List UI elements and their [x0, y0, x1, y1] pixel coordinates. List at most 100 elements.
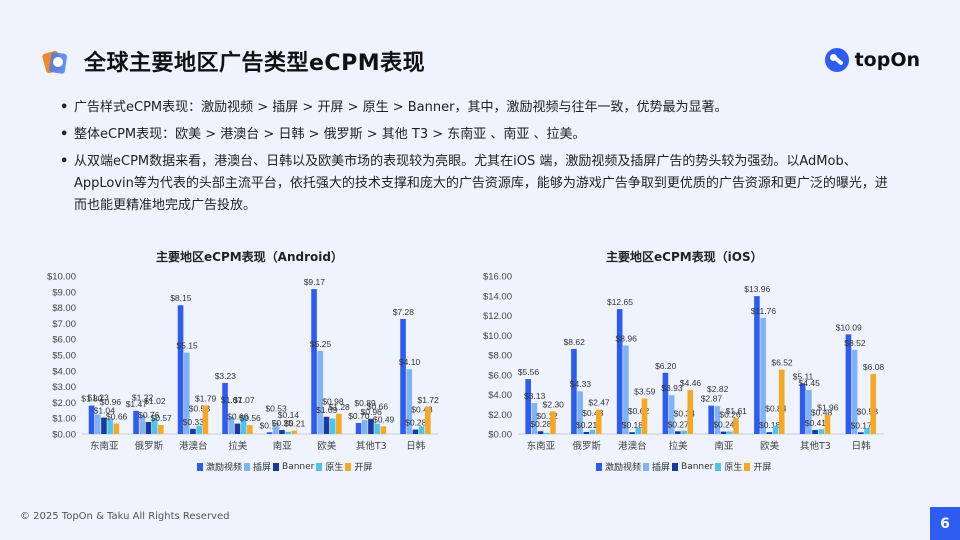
bar-value-label: $0.53 — [189, 404, 211, 414]
x-tick-label: 欧美 — [317, 440, 337, 452]
bar-value-label: $0.24 — [713, 420, 735, 430]
bar-value-label: $2.30 — [543, 399, 565, 409]
chart-plot: $0.00 $1.00 $2.00 $3.00 $4.00 $5.00 $6.00 $7.00… — [47, 272, 439, 453]
x-tick-label: 日韩 — [852, 440, 872, 452]
legend-label: 开屏 — [354, 463, 373, 473]
chart-plot: $0.00 $2.00 $4.00 $6.00 $8.00 $10.00 $12.00 $14… — [483, 272, 884, 453]
bar-value-label: $0.57 — [151, 413, 173, 423]
bar — [317, 351, 324, 434]
y-tick-label: $6.00 — [52, 335, 76, 346]
bar — [291, 430, 298, 434]
bar-value-label: $0.49 — [373, 414, 395, 424]
category-group: $12.65 $8.96 $0.18 $0.62 $3.59 — [607, 297, 656, 434]
category-group: $6.20 $3.93 $0.27$0.34 $4.46 — [655, 361, 701, 434]
x-tick-label: 其他T3 — [800, 440, 831, 452]
bar-value-label: $2.87 — [701, 394, 723, 404]
legend-swatch — [197, 462, 203, 471]
y-tick-label: $10.00 — [483, 331, 512, 342]
bar — [361, 419, 368, 434]
legend-swatch — [244, 462, 251, 471]
bar — [94, 414, 101, 434]
ios-ecpm-chart: 主要地区eCPM表现（iOS） $0.00 $2.00 $4.00 $6.00 $8.0… — [478, 242, 898, 473]
bar-value-label: $0.43 — [582, 408, 604, 418]
bar — [754, 296, 760, 434]
y-tick-label: $1.00 — [52, 414, 76, 425]
bar-value-label: $0.25 — [272, 418, 294, 428]
x-tick-label: 拉美 — [669, 440, 689, 452]
bar — [139, 414, 146, 434]
bar — [571, 348, 577, 434]
bar — [247, 425, 253, 434]
chart-title: 主要地区eCPM表现（iOS） — [606, 250, 763, 264]
bar — [279, 430, 285, 434]
bar — [158, 424, 164, 434]
bar-value-label: $1.23 — [87, 393, 109, 403]
bar-value-label: $13.96 — [744, 284, 770, 294]
legend-swatch — [643, 462, 650, 471]
bar-value-label: $0.17 — [850, 420, 872, 430]
bar — [799, 383, 806, 434]
bar — [675, 431, 681, 434]
legend-label: 原生 — [325, 463, 344, 473]
x-tick-label: 港澳台 — [618, 440, 647, 452]
bar — [543, 432, 550, 434]
bar — [101, 417, 107, 434]
bar-value-label: $0.58 — [857, 406, 879, 416]
bar — [824, 414, 831, 434]
bar — [222, 382, 228, 434]
bar-value-label: $0.89 — [354, 398, 376, 408]
bar-value-label: $5.11 — [793, 372, 814, 382]
bar-value-label: $4.46 — [680, 378, 702, 388]
y-tick-label: $5.00 — [52, 351, 76, 362]
x-tick-label: 南亚 — [273, 440, 293, 452]
bar-value-label: $0.48 — [811, 407, 833, 417]
bar — [380, 426, 387, 434]
bar-value-label: $1.28 — [329, 402, 351, 412]
chart-title: 主要地区eCPM表现（Android） — [156, 250, 343, 264]
bar — [720, 431, 727, 434]
bar — [623, 345, 629, 434]
bar-value-label: $3.59 — [634, 387, 656, 397]
x-tick-label: 欧美 — [760, 440, 780, 452]
bar — [425, 406, 431, 434]
category-group: $9.17 $5.25 $1.09$0.98$1.28 — [304, 277, 350, 434]
bar — [629, 432, 635, 434]
bar-value-label: $0.66 — [227, 412, 249, 422]
bar — [234, 423, 241, 434]
android-ecpm-chart: 主要地区eCPM表现（Android） $0.00 $1.00 $2.00 $3.00… — [40, 242, 440, 473]
bar — [733, 418, 739, 434]
bar — [374, 423, 380, 434]
bar-value-label: $6.52 — [771, 358, 793, 368]
y-tick-label: $16.00 — [483, 272, 512, 283]
bar — [88, 405, 95, 434]
y-tick-label: $3.00 — [52, 382, 76, 393]
bullet-icon: • — [60, 154, 69, 169]
bar-value-label: $1.80 — [81, 394, 103, 404]
x-tick-label: 拉美 — [228, 440, 248, 452]
bar — [662, 372, 669, 434]
category-group: $5.56 $3.13 $0.28$0.12 $2.30 — [518, 367, 564, 434]
bar-value-label: $0.96 — [100, 397, 122, 407]
brand-name: topOn — [854, 49, 920, 71]
bar-value-label: $0.96 — [361, 407, 383, 417]
y-tick-label: $8.00 — [52, 303, 76, 314]
bar — [113, 423, 120, 434]
bar-value-label: $1.07 — [221, 395, 243, 405]
y-tick-label: $6.00 — [488, 370, 512, 381]
legend-swatch — [672, 462, 679, 471]
bar-value-label: $10.09 — [836, 322, 862, 332]
bar — [412, 429, 419, 434]
bar-value-label: $5.15 — [176, 341, 198, 351]
bar-value-label: $6.20 — [655, 361, 677, 371]
bar-value-label: $1.61 — [726, 406, 748, 416]
bar — [708, 405, 714, 434]
bar-value-label: $0.34 — [674, 409, 696, 419]
bar — [583, 431, 590, 434]
bar-value-label: $0.66 — [106, 412, 128, 422]
bar — [418, 426, 425, 434]
category-group: $7.28 $4.10 $0.28 $0.48$1.72 — [393, 307, 439, 434]
bar-value-label: $3.13 — [524, 391, 546, 401]
bar — [726, 431, 733, 434]
bar-value-label: $0.56 — [240, 413, 262, 423]
bar-value-label: $8.15 — [170, 293, 192, 303]
